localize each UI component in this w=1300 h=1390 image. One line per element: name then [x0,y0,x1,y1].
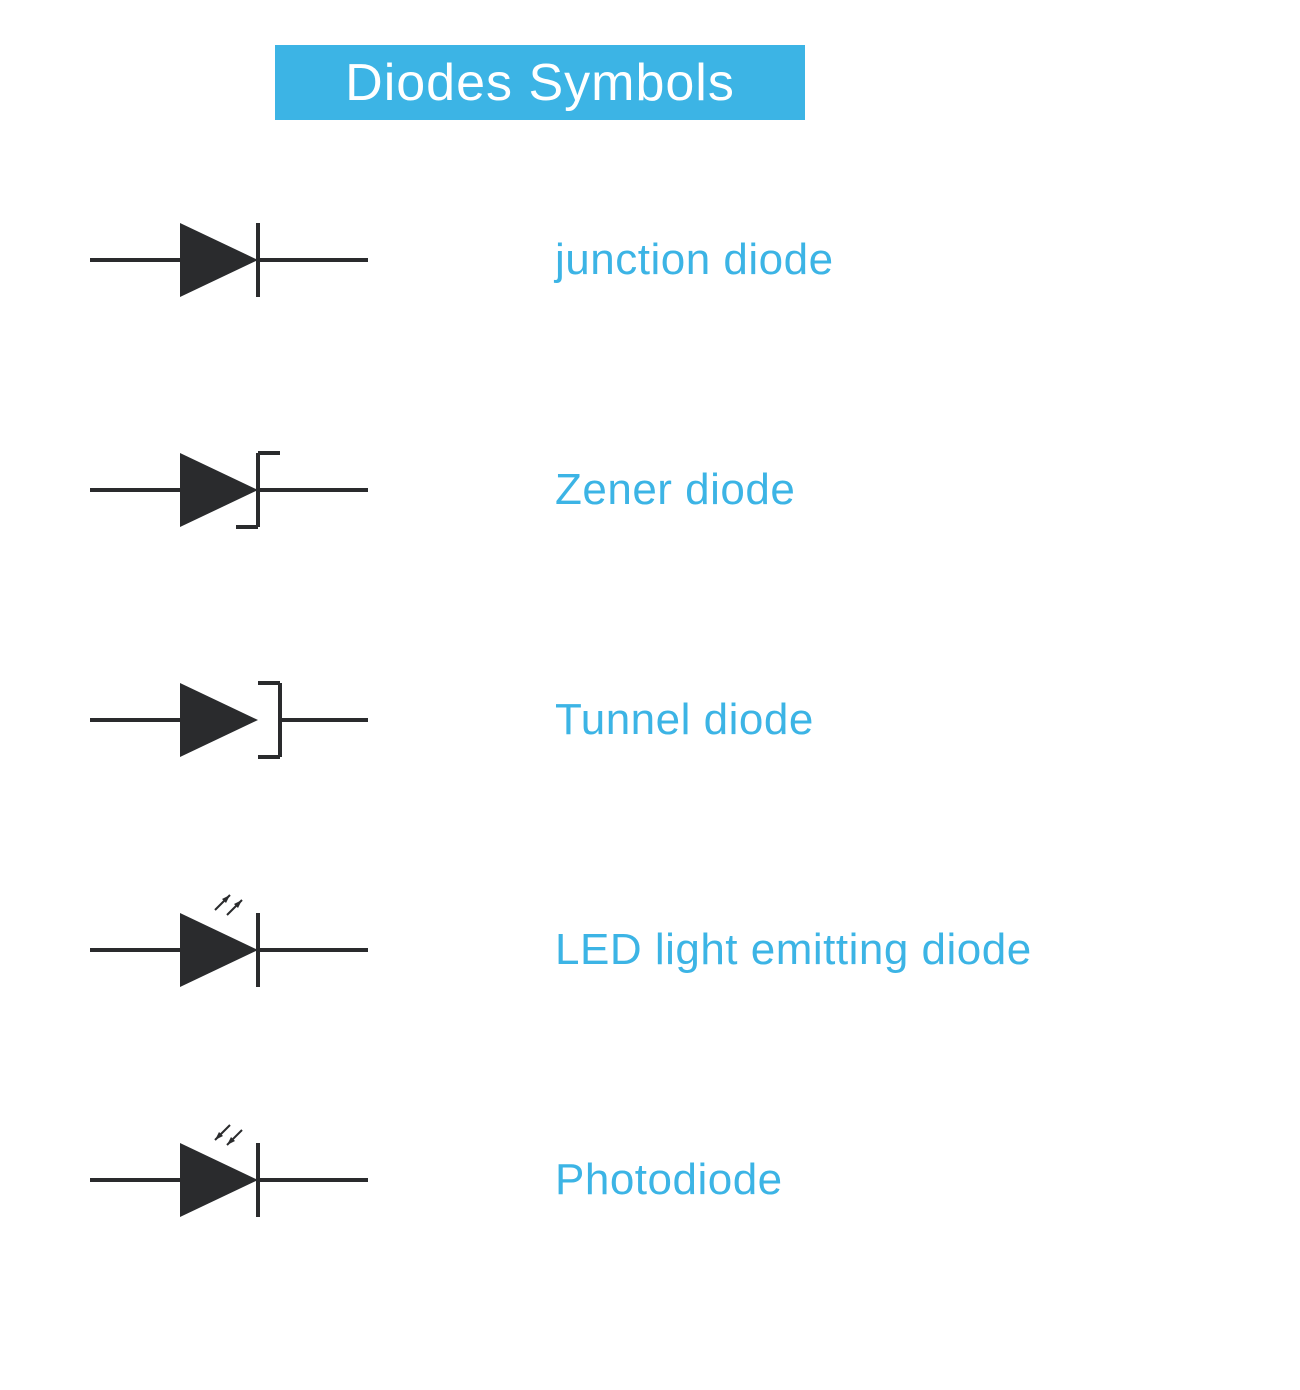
diode-row-zener: Zener diode [85,430,795,550]
photodiode-icon [85,1120,375,1240]
title-banner: Diodes Symbols [275,45,805,120]
tunnel-diode-icon [85,660,375,780]
diode-label: Zener diode [555,465,795,515]
diode-label: junction diode [555,235,834,285]
junction-diode-icon [85,200,375,320]
diode-label: Tunnel diode [555,695,814,745]
diode-row-junction: junction diode [85,200,834,320]
zener-diode-icon [85,430,375,550]
diode-row-tunnel: Tunnel diode [85,660,814,780]
diode-label: Photodiode [555,1155,783,1205]
diode-row-led: LED light emitting diode [85,890,1032,1010]
diode-row-photodiode: Photodiode [85,1120,783,1240]
diode-label: LED light emitting diode [555,925,1032,975]
led-diode-icon [85,890,375,1010]
page-title: Diodes Symbols [345,53,735,113]
